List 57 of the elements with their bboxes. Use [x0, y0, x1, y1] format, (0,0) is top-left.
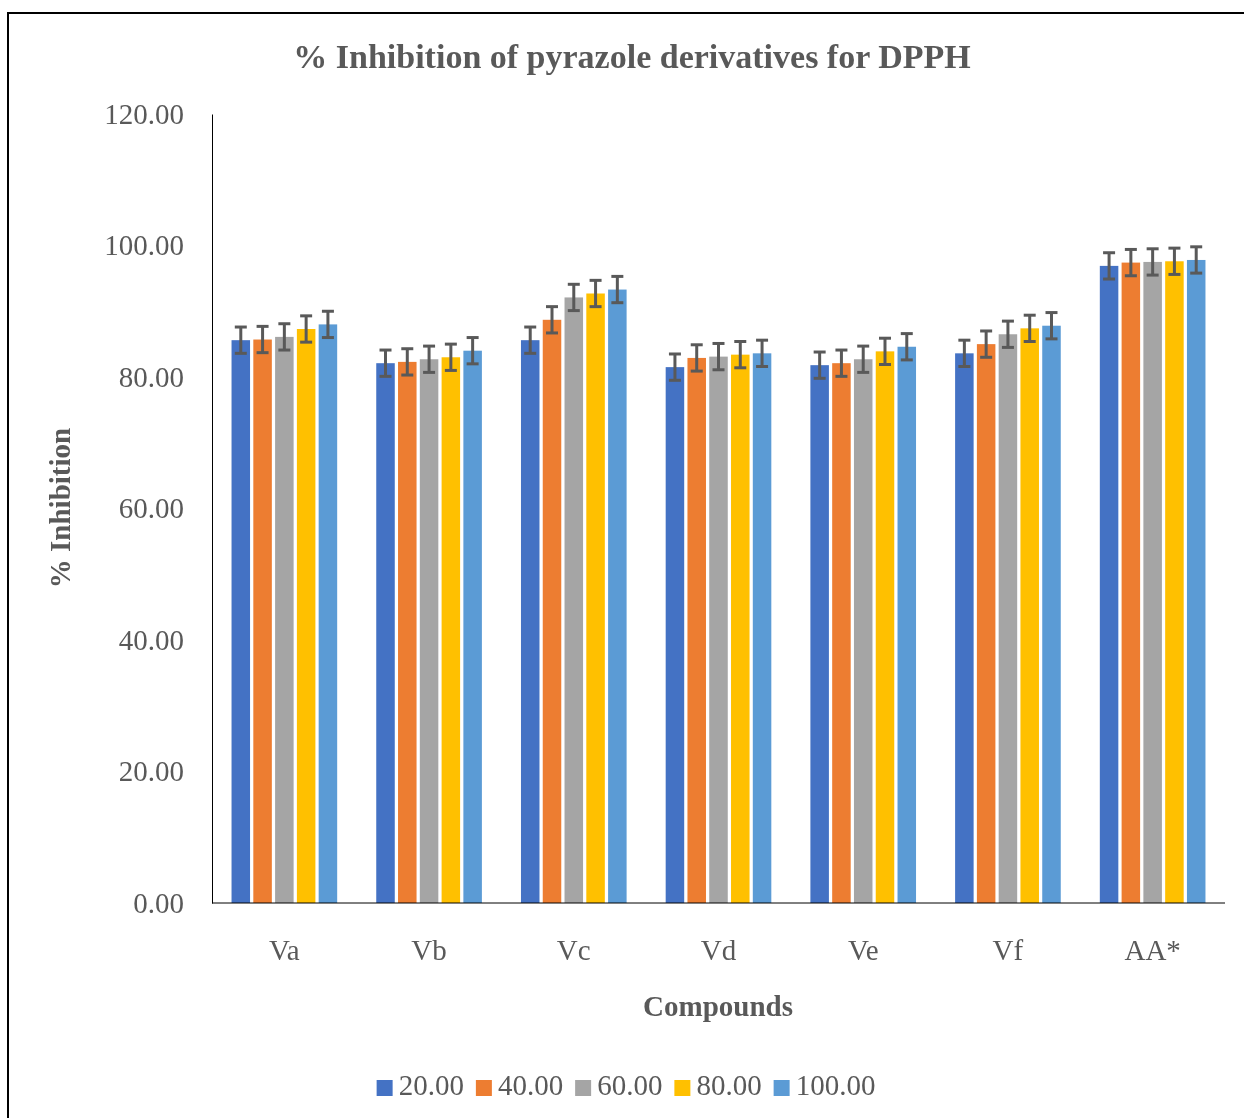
bar — [1186, 259, 1206, 903]
bar — [564, 297, 584, 903]
legend-label: 80.00 — [696, 1069, 762, 1101]
bar — [731, 354, 750, 903]
y-tick-label: 80.00 — [118, 360, 184, 393]
bar — [520, 340, 540, 903]
y-tick-label: 20.00 — [118, 755, 184, 788]
bar — [463, 350, 482, 903]
bar — [231, 340, 251, 903]
bar — [1121, 262, 1141, 903]
x-tick-label: AA* — [1124, 934, 1181, 966]
bar — [275, 336, 294, 903]
legend-label: 100.00 — [795, 1069, 876, 1101]
x-tick-label: Ve — [847, 934, 879, 966]
bar — [419, 359, 439, 903]
bar — [253, 339, 272, 903]
x-tick-label: Vf — [992, 934, 1024, 966]
bar — [1099, 265, 1119, 903]
bar — [608, 289, 627, 903]
bar — [875, 351, 895, 903]
chart-title: % Inhibition of pyrazole derivatives for DPPH — [293, 38, 971, 75]
bar — [586, 293, 605, 903]
bar — [296, 329, 316, 903]
y-axis-title: % Inhibition — [44, 427, 76, 589]
bar — [318, 324, 338, 903]
bar — [665, 367, 685, 903]
x-tick-label: Vd — [700, 934, 737, 966]
bar — [542, 319, 562, 903]
bar — [998, 334, 1018, 903]
bar — [709, 356, 728, 903]
bar — [1042, 325, 1061, 903]
x-tick-label: Vb — [411, 934, 447, 966]
legend-label: 40.00 — [497, 1069, 564, 1101]
bar — [976, 344, 996, 903]
bar — [687, 357, 706, 903]
bar — [376, 363, 395, 903]
legend-label: 60.00 — [597, 1069, 663, 1101]
bar — [955, 353, 974, 903]
y-tick-label: 40.00 — [118, 623, 184, 656]
bar — [897, 346, 917, 903]
bar — [398, 361, 417, 903]
bar — [832, 363, 851, 903]
bar — [1143, 261, 1162, 903]
x-axis-title: Compounds — [643, 990, 793, 1022]
x-tick-label: Va — [269, 934, 300, 966]
bar — [1020, 328, 1039, 903]
y-tick-label: 60.00 — [118, 492, 184, 525]
bar — [752, 353, 772, 903]
bar — [810, 365, 829, 903]
x-tick-label: Vc — [556, 934, 591, 966]
y-tick-label: 120.00 — [104, 97, 184, 130]
bar — [1165, 261, 1184, 903]
bar — [441, 357, 461, 903]
legend-label: 20.00 — [398, 1069, 464, 1101]
bar — [853, 359, 873, 903]
y-tick-label: 100.00 — [104, 229, 184, 262]
y-tick-label: 0.00 — [133, 886, 184, 919]
